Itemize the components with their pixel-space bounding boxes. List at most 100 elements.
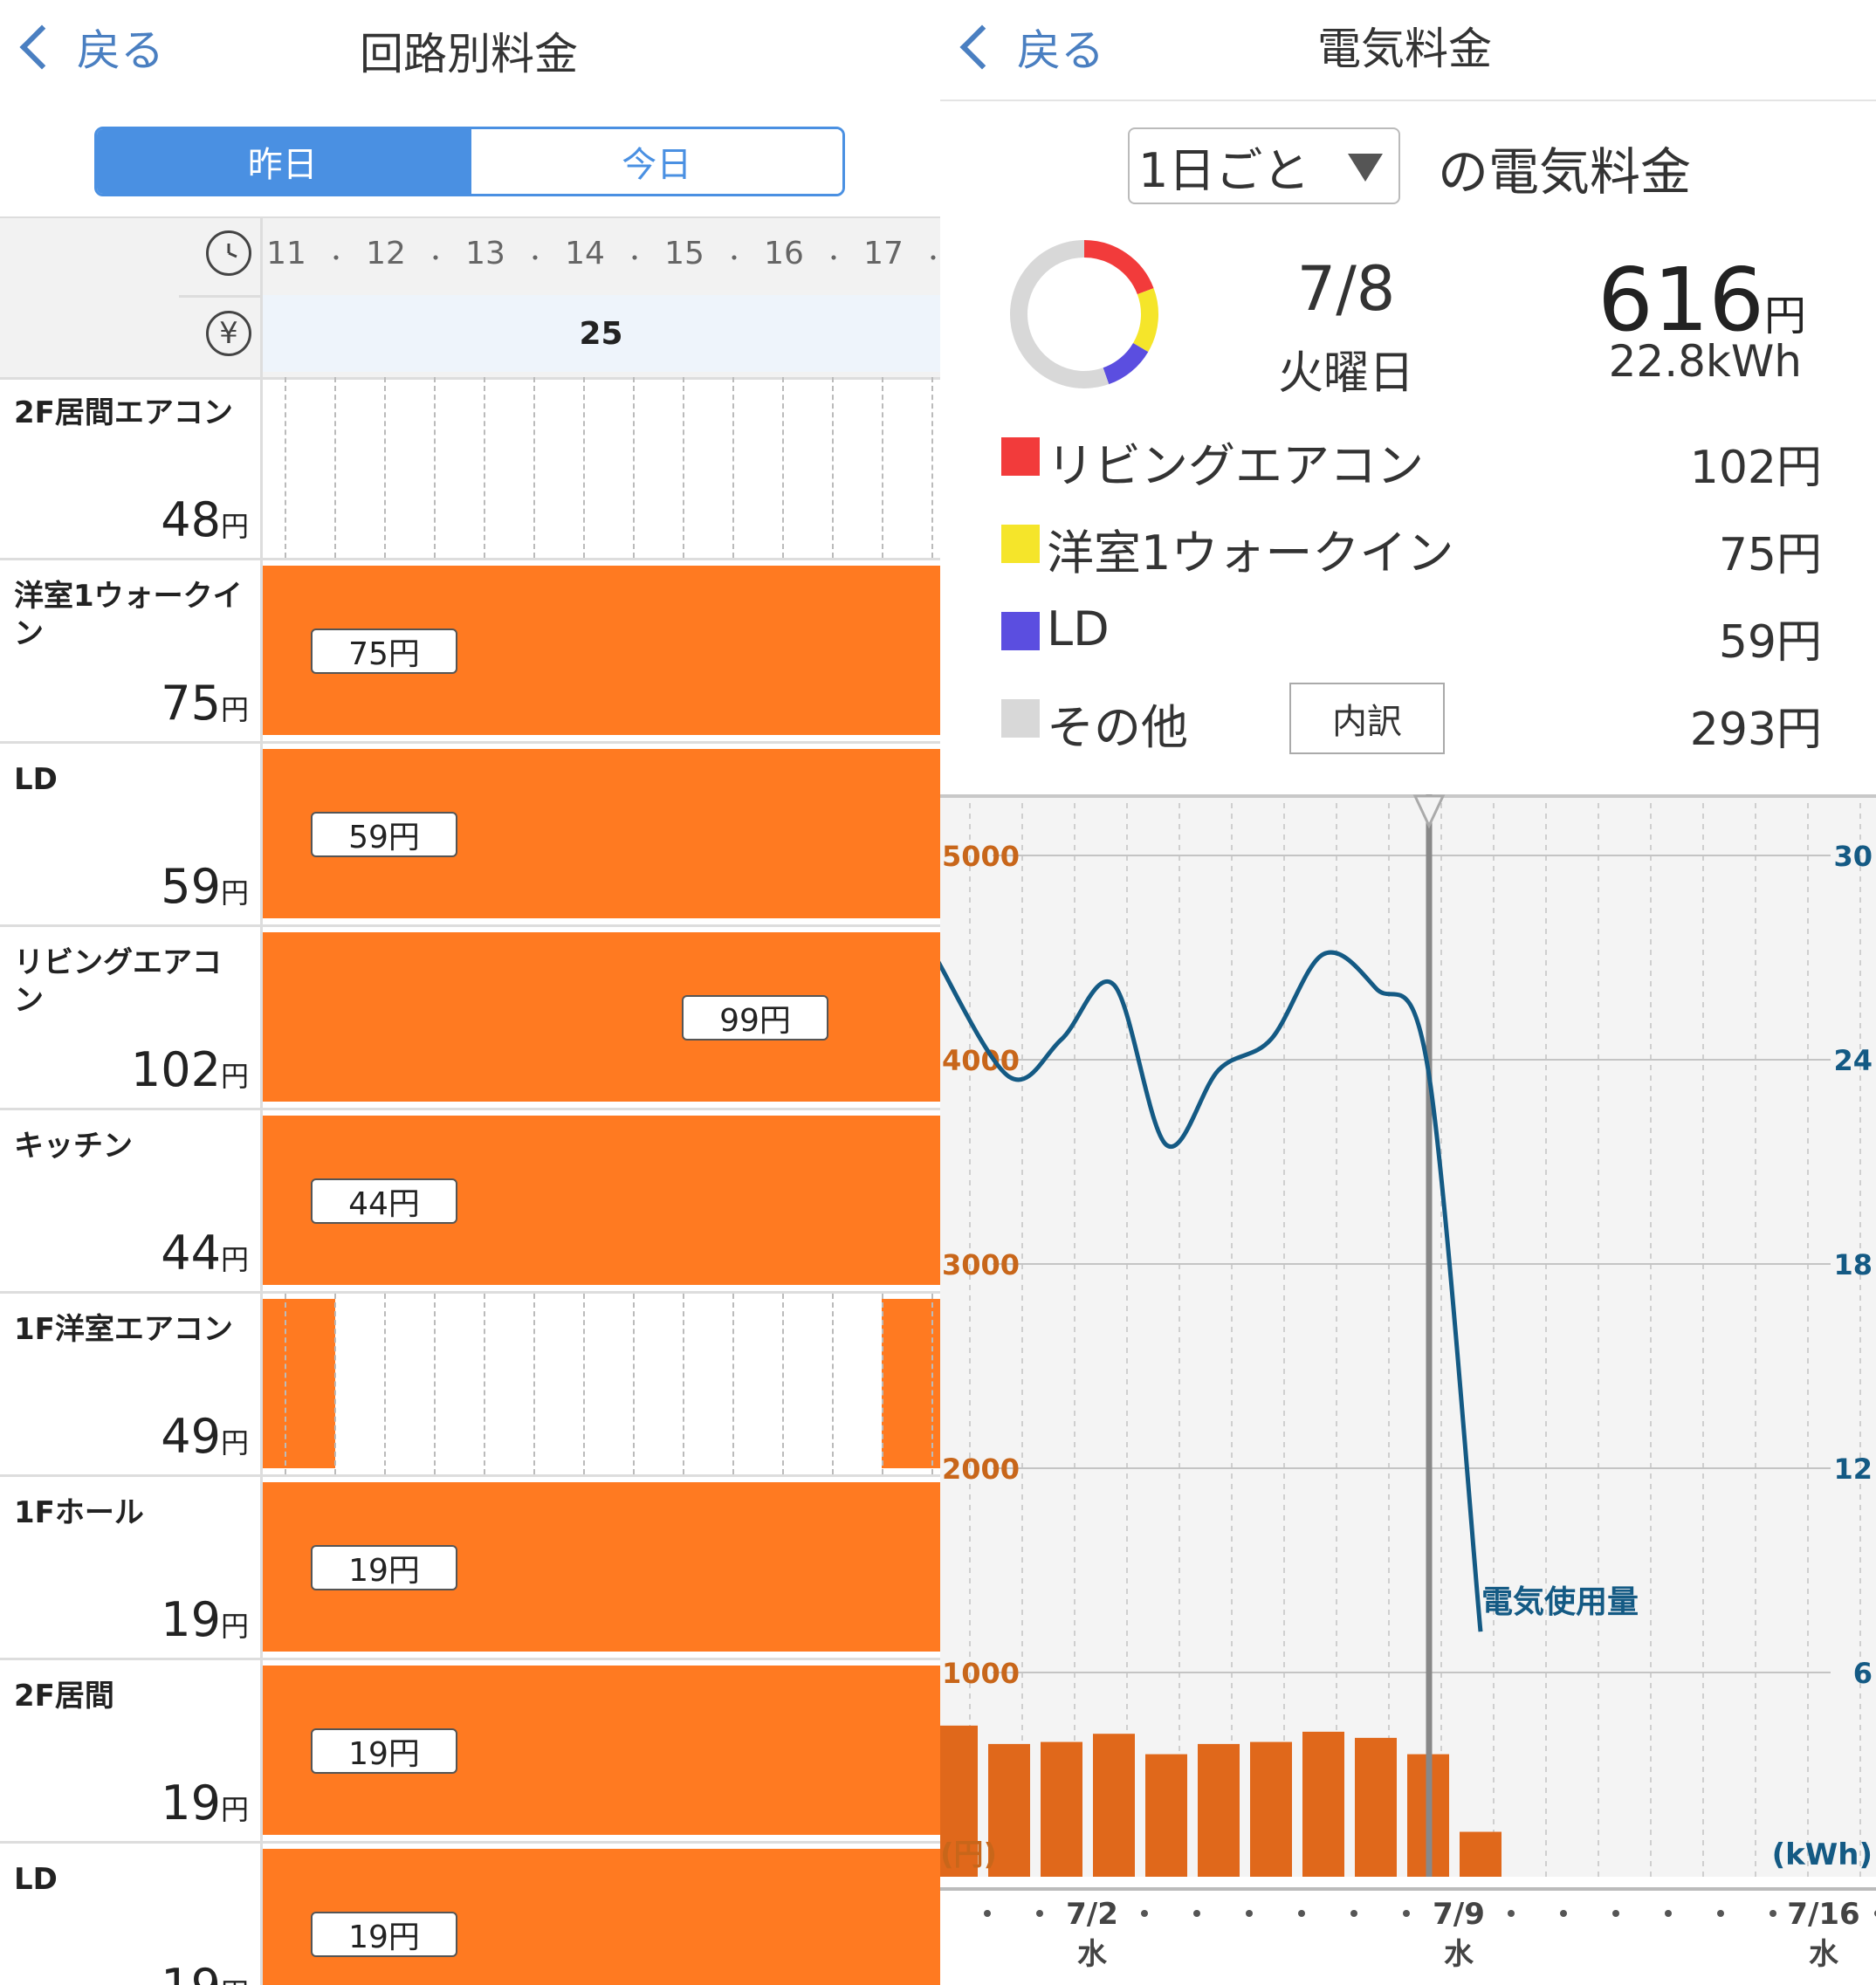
selected-weekday: 火曜日	[1277, 347, 1414, 400]
circuit-name: 2F居間エアコン	[14, 395, 233, 430]
circuit-name: 洋室1ウォークイン	[14, 579, 243, 651]
cost-bar[interactable]	[988, 1743, 1030, 1877]
legend-swatch	[1001, 437, 1040, 476]
right-tick-label: 24	[1833, 1044, 1873, 1077]
right-tick-label: 6	[1853, 1657, 1873, 1690]
hour-label: 13	[465, 236, 505, 271]
tab-today[interactable]: 今日	[468, 129, 842, 194]
usage-line	[940, 950, 1483, 1632]
cost-tag: 19円	[311, 1545, 457, 1590]
left-tick-label: 2000	[942, 1453, 1020, 1486]
circuit-cost: 59円	[161, 859, 249, 914]
cost-tag: 59円	[311, 812, 457, 857]
x-day-label: 水	[1809, 1937, 1839, 1972]
period-select[interactable]: 1日ごと	[1128, 127, 1400, 204]
cost-bar[interactable]	[1460, 1831, 1501, 1877]
hour-label: 12	[366, 236, 406, 271]
legend-row: LD 59円	[1001, 598, 1822, 669]
left-axis-unit: (円)	[940, 1837, 997, 1872]
hour-label: 16	[764, 236, 804, 271]
circuit-row[interactable]: 1Fホール 19円 19円	[0, 1477, 940, 1660]
circuit-cost: 102円	[130, 1042, 249, 1097]
axis-dot	[1193, 1910, 1200, 1917]
axis-dot	[1508, 1910, 1515, 1917]
breakdown-donut	[1010, 240, 1158, 388]
cost-bar[interactable]	[1198, 1743, 1240, 1877]
cost-bar[interactable]	[1250, 1741, 1292, 1877]
cost-bar[interactable]	[1093, 1734, 1135, 1877]
back-button[interactable]: 戻る	[17, 16, 164, 79]
circuit-name: 1Fホール	[14, 1495, 144, 1530]
usage-chart[interactable]: 1000 6 2000 12 3000 18 4000 24 5000 30 電気使用量 (円) (kW…	[940, 794, 1876, 1985]
cost-bar[interactable]	[1302, 1731, 1344, 1877]
left-tick-label: 3000	[942, 1248, 1020, 1281]
hour-label: 14	[565, 236, 605, 271]
legend-swatch	[1001, 699, 1040, 738]
cost-bar[interactable]	[940, 1725, 978, 1877]
hour-dot: ・	[425, 246, 446, 271]
back-label: 戻る	[77, 25, 164, 76]
series-label: 電気使用量	[1481, 1584, 1639, 1620]
circuit-cost: 19円	[161, 1776, 249, 1830]
legend-value: 59円	[1718, 616, 1822, 669]
axis-dot	[1298, 1910, 1305, 1917]
circuit-row[interactable]: 1F洋室エアコン 49円	[0, 1294, 940, 1477]
circuit-cost: 19円	[161, 1592, 249, 1647]
donut-slice	[1010, 240, 1110, 388]
back-label: 戻る	[1017, 25, 1104, 76]
hour-grid	[263, 377, 940, 558]
legend-label: LD	[1047, 601, 1110, 656]
donut-slice	[1103, 342, 1149, 385]
circuit-row[interactable]: LD 19円 19円	[0, 1844, 940, 1985]
axis-dot	[1717, 1910, 1724, 1917]
period-select-value: 1日ごと	[1138, 142, 1310, 198]
legend-row: リビングエアコン 102円	[1001, 423, 1822, 494]
cost-tag: 19円	[311, 1912, 457, 1957]
x-day-label: 水	[1077, 1937, 1108, 1972]
selected-date: 7/8	[1296, 253, 1396, 325]
cost-bar[interactable]	[1355, 1737, 1397, 1877]
clock-icon	[206, 230, 251, 276]
selection-pin-icon	[1412, 794, 1446, 829]
legend-value: 75円	[1718, 529, 1822, 581]
circuit-row[interactable]: LD 59円 59円	[0, 744, 940, 927]
dropdown-arrow-icon	[1348, 154, 1383, 182]
donut-slice	[1132, 288, 1158, 353]
hour-dot: ・	[923, 241, 940, 271]
right-tick-label: 12	[1833, 1453, 1873, 1486]
back-button-right[interactable]: 戻る	[958, 16, 1104, 79]
hour-label: 17	[863, 236, 904, 271]
left-tick-label: 1000	[942, 1657, 1020, 1690]
cost-bar	[263, 932, 940, 1102]
axis-dot	[1560, 1910, 1567, 1917]
cost-bar[interactable]	[1041, 1741, 1082, 1877]
circuit-row[interactable]: キッチン 44円 44円	[0, 1110, 940, 1294]
axis-dot	[1403, 1910, 1410, 1917]
chevron-left-icon	[19, 24, 65, 70]
circuit-row[interactable]: 2F居間エアコン 48円	[0, 377, 940, 560]
donut-slice	[1083, 240, 1154, 295]
cost-bar[interactable]	[1145, 1754, 1187, 1877]
circuit-row[interactable]: 洋室1ウォークイン 75円 75円	[0, 560, 940, 744]
electric-cost-panel: 戻る 電気料金 1日ごと の電気料金 7/8 火曜日 616円 22.8kWh …	[940, 0, 1876, 1985]
legend-row: その他 293円	[1001, 685, 1822, 756]
circuit-cost: 49円	[161, 1409, 249, 1464]
circuit-row[interactable]: リビングエアコン 102円 99円	[0, 927, 940, 1110]
right-axis-unit: (kWh)	[1772, 1837, 1873, 1872]
tab-yesterday[interactable]: 昨日	[97, 129, 469, 194]
cost-tag: 99円	[682, 995, 828, 1041]
hour-dot: ・	[624, 246, 645, 271]
circuit-name: リビングエアコン	[14, 945, 222, 1018]
hour-dot: ・	[525, 246, 546, 271]
day-toggle: 昨日 今日	[94, 127, 845, 196]
circuit-cost: 75円	[161, 676, 249, 731]
circuit-row[interactable]: 2F居間 19円 19円	[0, 1660, 940, 1844]
axis-dot	[1612, 1910, 1619, 1917]
breakdown-button[interactable]: 内訳	[1289, 683, 1445, 754]
circuit-cost: 19円	[161, 1959, 249, 1985]
axis-dot	[1350, 1910, 1357, 1917]
legend-label: 洋室1ウォークイン	[1047, 525, 1454, 580]
page-title-right: 電気料金	[1317, 24, 1492, 74]
axis-dot	[1036, 1910, 1043, 1917]
hour-dot: ・	[823, 246, 844, 271]
